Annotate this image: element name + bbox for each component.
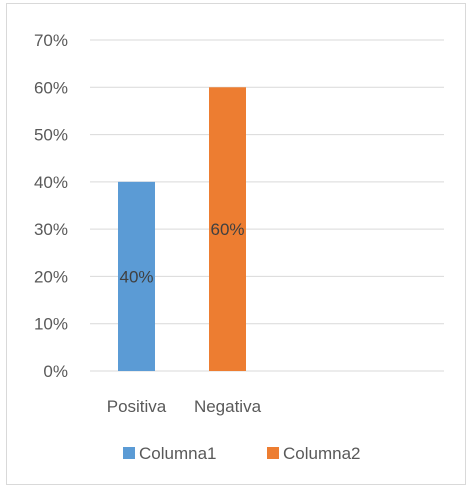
legend-label: Columna2 [283,444,361,463]
legend-label: Columna1 [139,444,217,463]
bar-positiva [118,181,155,371]
legend-swatch [123,447,135,459]
y-axis-tick-labels: 0% 10% 20% 30% 40% 50% 60% 70% [34,31,68,381]
y-tick-label: 0% [43,362,68,381]
bars [118,87,246,372]
x-tick-label: Positiva [107,397,167,416]
legend: Columna1 Columna2 [123,444,361,463]
legend-swatch [267,447,279,459]
data-labels: 40% 60% [119,220,244,286]
y-tick-label: 70% [34,31,68,50]
y-tick-label: 60% [34,78,68,97]
data-label: 40% [119,267,153,286]
x-axis-tick-labels: Positiva Negativa [107,397,262,416]
bar-negativa [209,87,246,372]
data-label: 60% [210,220,244,239]
y-tick-label: 40% [34,173,68,192]
y-tick-label: 50% [34,126,68,145]
y-tick-label: 20% [34,267,68,286]
x-tick-label: Negativa [194,397,262,416]
y-tick-label: 10% [34,315,68,334]
y-tick-label: 30% [34,220,68,239]
